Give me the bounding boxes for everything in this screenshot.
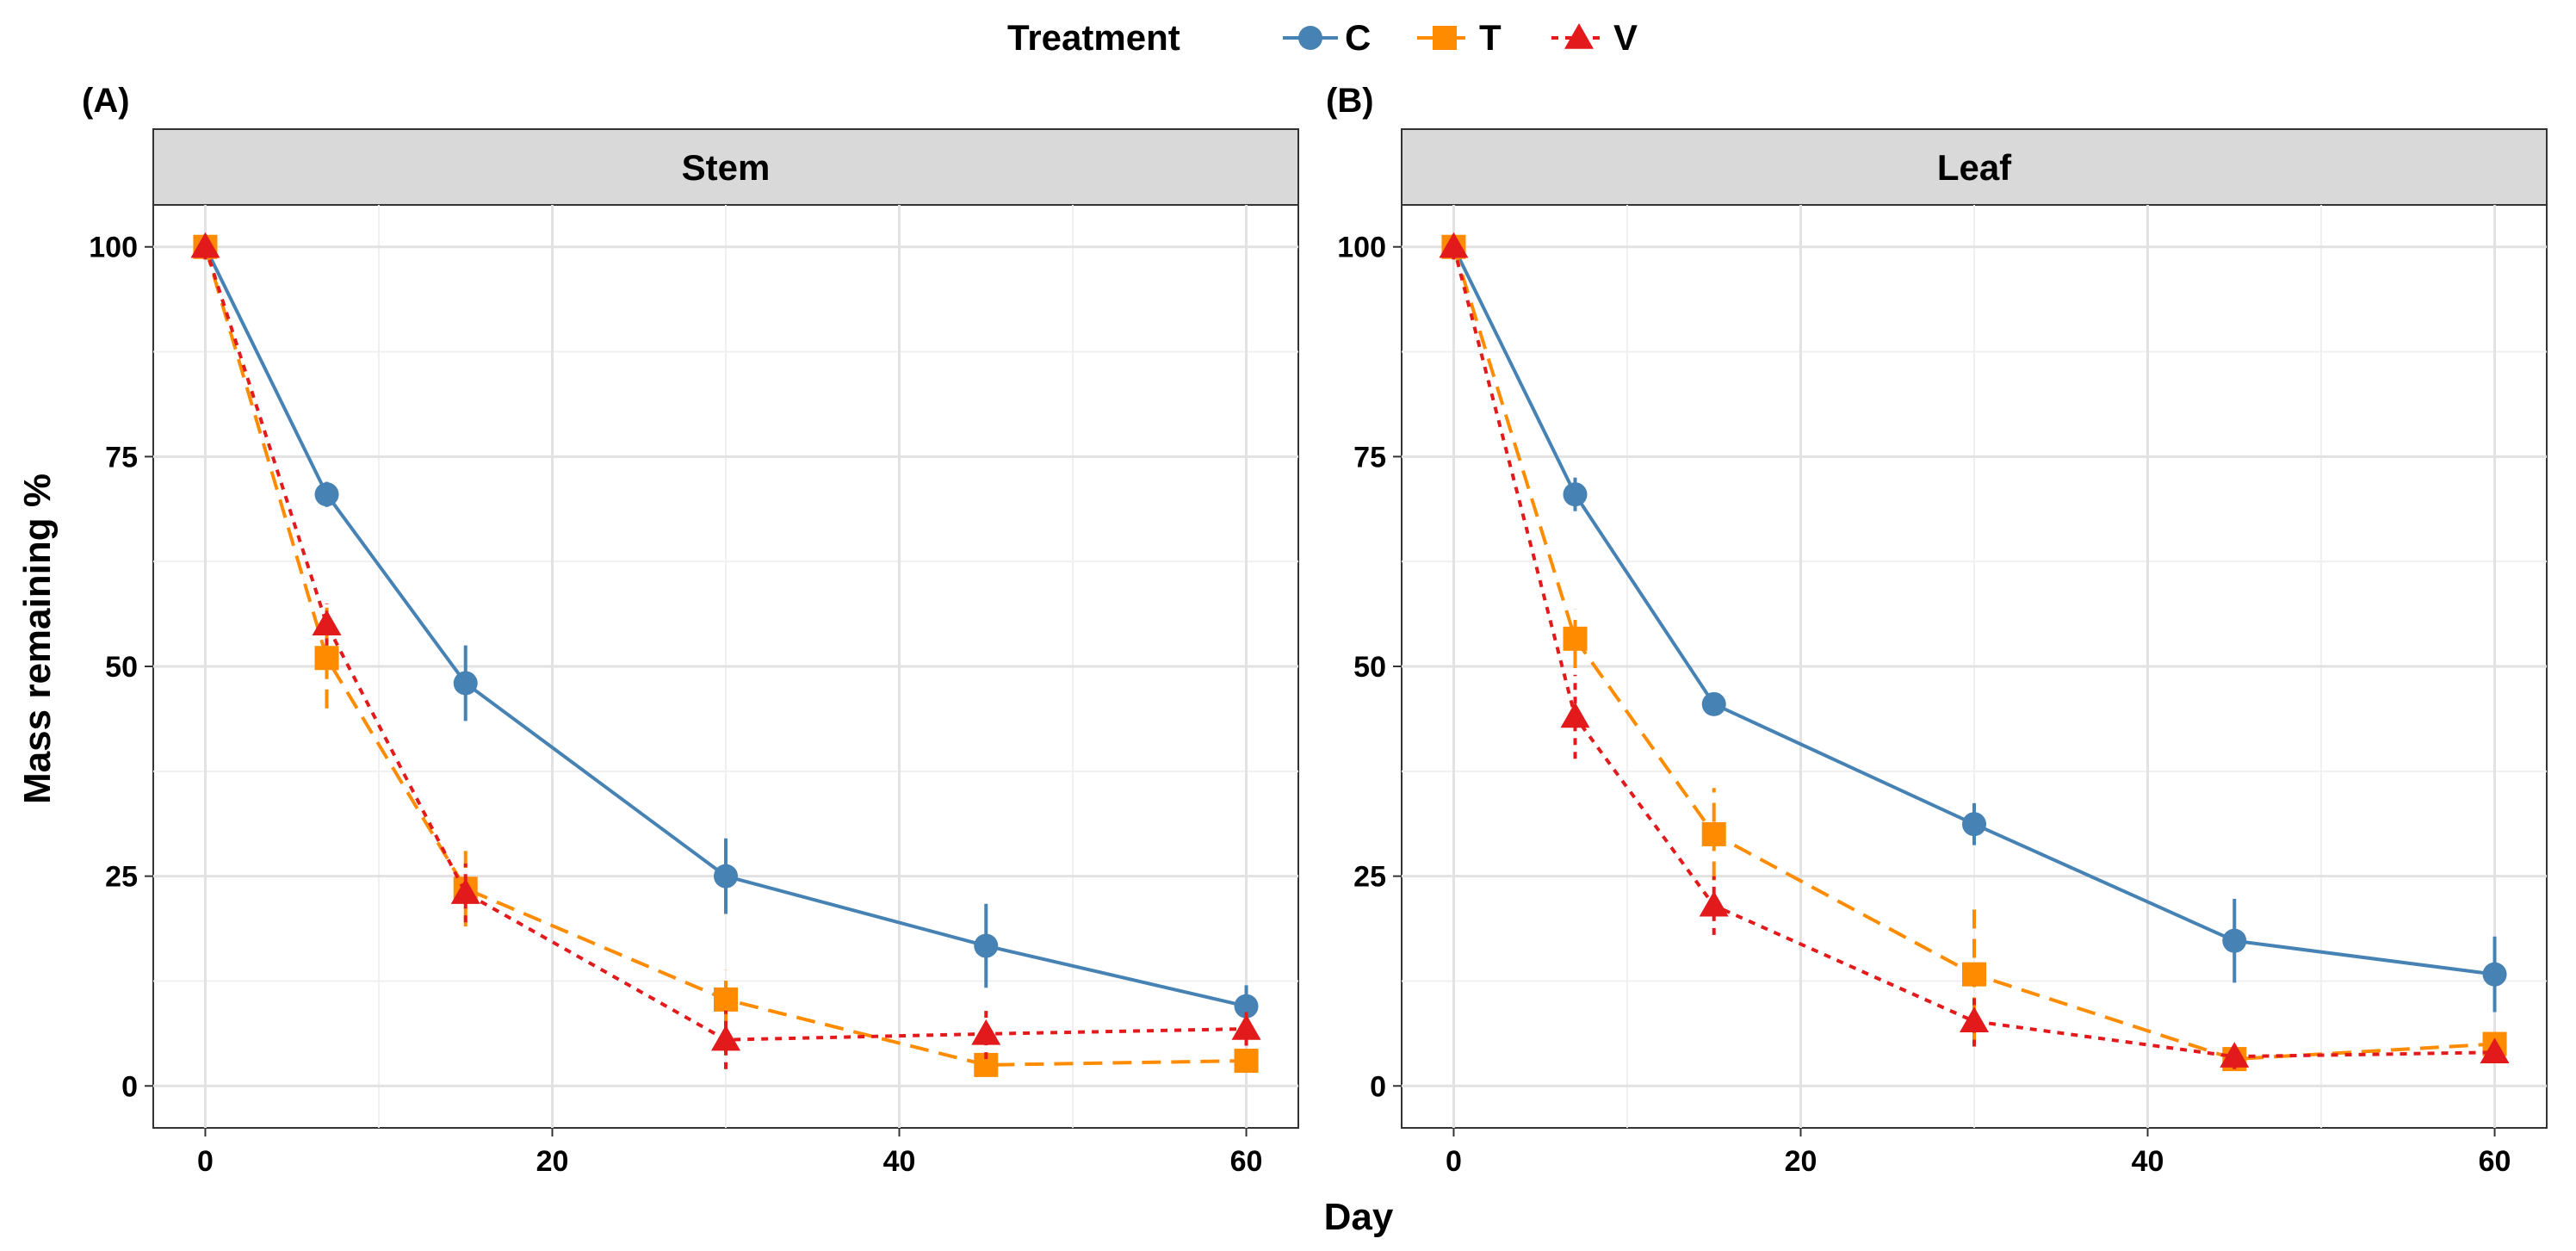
series-line-v-stem [203, 246, 1247, 1042]
data-point-t-stem [314, 646, 339, 671]
data-point-v-stem [1231, 1014, 1261, 1040]
series-line-v-leaf [1452, 246, 2495, 1059]
data-point-c-stem [1234, 994, 1259, 1019]
x-tick-label: 20 [1785, 1145, 1817, 1178]
data-point-v-stem [312, 610, 342, 636]
data-point-t-leaf [1962, 962, 1986, 987]
legend-label-v: V [1613, 17, 1638, 58]
x-tick-label: 40 [883, 1145, 916, 1178]
y-axis-label: Mass remaining % [16, 474, 59, 804]
series-line-c-leaf [1452, 245, 2495, 976]
x-tick-label: 40 [2132, 1145, 2164, 1178]
data-point-v-stem [971, 1019, 1001, 1045]
data-point-c-stem [314, 482, 339, 507]
panel-tag-b: (B) [1326, 82, 1374, 120]
x-tick-label: 60 [1230, 1145, 1263, 1178]
series-v-leaf [1439, 232, 2510, 1069]
series-line-t-stem [203, 246, 1247, 1067]
legend-label-t: T [1479, 17, 1502, 58]
series-line-c-stem [203, 245, 1247, 1008]
data-point-c-leaf [1563, 482, 1588, 507]
strip-background-stem [152, 128, 1299, 206]
series-layer-stem [190, 232, 1261, 1077]
y-tick-label: 75 [105, 441, 138, 474]
data-point-v-leaf [1560, 702, 1590, 728]
data-point-t-stem [714, 987, 738, 1012]
x-tick-label: 20 [536, 1145, 569, 1178]
panel-leaf: (B) Leaf 0 20 40 60 0 25 50 75 100 [1326, 82, 2548, 1178]
data-point-v-stem [711, 1025, 740, 1051]
data-point-v-stem [190, 232, 220, 258]
data-point-v-leaf [2480, 1037, 2510, 1064]
x-axis-label: Day [1324, 1196, 1394, 1238]
data-point-c-leaf [1962, 812, 1986, 837]
legend-marker-v [1564, 23, 1594, 49]
data-point-c-stem [714, 864, 738, 889]
y-tick-label: 100 [89, 232, 138, 264]
y-tick-label: 100 [1337, 232, 1386, 264]
ticks-leaf: 0 20 40 60 0 25 50 75 100 [1337, 232, 2511, 1178]
data-point-t-stem [1234, 1049, 1259, 1074]
y-tick-label: 75 [1353, 441, 1386, 474]
legend-marker-t [1433, 26, 1457, 50]
data-point-c-leaf [2482, 962, 2507, 987]
grid-stem [153, 205, 1298, 1128]
legend-marker-c [1298, 26, 1322, 50]
strip-background-leaf [1401, 128, 2548, 206]
y-tick-label: 25 [1353, 861, 1386, 894]
x-tick-label: 0 [197, 1145, 214, 1178]
legend-entry-v: V [1551, 17, 1638, 58]
series-layer-leaf [1439, 232, 2510, 1072]
ticks-stem: 0 20 40 60 0 25 50 75 100 [89, 232, 1262, 1178]
data-point-v-stem [450, 878, 480, 904]
y-tick-label: 0 [121, 1070, 138, 1103]
strip-title-leaf: Leaf [1937, 147, 2012, 188]
y-tick-label: 50 [105, 651, 138, 684]
panel-stem: (A) Stem 0 20 40 60 0 25 50 75 100 [82, 82, 1299, 1178]
x-tick-label: 0 [1446, 1145, 1462, 1178]
legend-label-c: C [1345, 17, 1371, 58]
data-point-t-leaf [1701, 821, 1726, 846]
legend-entry-t: T [1417, 17, 1502, 58]
series-v-stem [190, 232, 1261, 1069]
series-c-stem [193, 234, 1259, 1028]
data-point-c-stem [453, 671, 478, 696]
data-point-v-leaf [1960, 1006, 1989, 1032]
legend: Treatment C T V [1007, 17, 1638, 58]
data-point-v-leaf [2220, 1042, 2250, 1068]
data-point-c-leaf [1701, 691, 1726, 716]
y-tick-label: 50 [1353, 651, 1386, 684]
panel-tag-a: (A) [82, 82, 130, 120]
data-point-c-leaf [2222, 928, 2247, 953]
strip-title-stem: Stem [682, 147, 771, 188]
data-point-c-stem [974, 933, 999, 958]
y-tick-label: 0 [1370, 1070, 1386, 1103]
x-tick-label: 60 [2479, 1145, 2511, 1178]
legend-entry-c: C [1283, 17, 1371, 58]
y-tick-label: 25 [105, 861, 138, 894]
data-point-v-leaf [1699, 890, 1729, 917]
data-point-t-leaf [1563, 626, 1588, 651]
legend-title: Treatment [1007, 17, 1180, 58]
data-point-v-leaf [1439, 232, 1469, 258]
